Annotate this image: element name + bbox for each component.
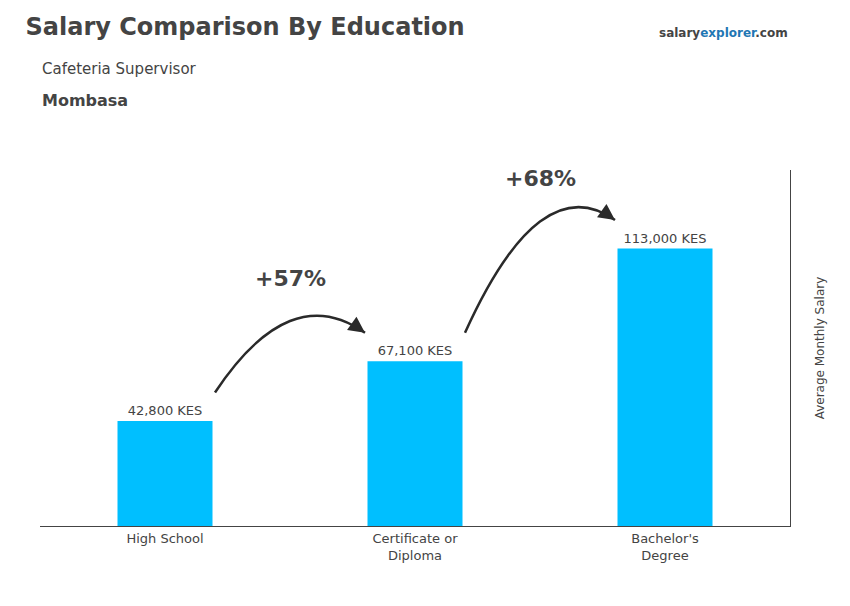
- svg-text:Salary Comparison By Education: Salary Comparison By Education: [26, 13, 465, 41]
- svg-text:Mombasa: Mombasa: [42, 91, 128, 110]
- svg-text:Bachelor'sDegree: Bachelor'sDegree: [631, 531, 699, 563]
- svg-text:42,800 KES: 42,800 KES: [128, 403, 203, 418]
- svg-text:67,100 KES: 67,100 KES: [378, 343, 453, 358]
- svg-text:+68%: +68%: [505, 166, 576, 191]
- svg-text:+57%: +57%: [255, 266, 326, 291]
- svg-text:High School: High School: [126, 531, 203, 546]
- svg-text:salaryexplorer.com: salaryexplorer.com: [659, 26, 788, 40]
- svg-text:113,000 KES: 113,000 KES: [624, 231, 707, 246]
- svg-text:Certificate orDiploma: Certificate orDiploma: [373, 531, 459, 563]
- svg-text:Average Monthly Salary: Average Monthly Salary: [813, 277, 827, 420]
- svg-text:Cafeteria Supervisor: Cafeteria Supervisor: [42, 60, 197, 78]
